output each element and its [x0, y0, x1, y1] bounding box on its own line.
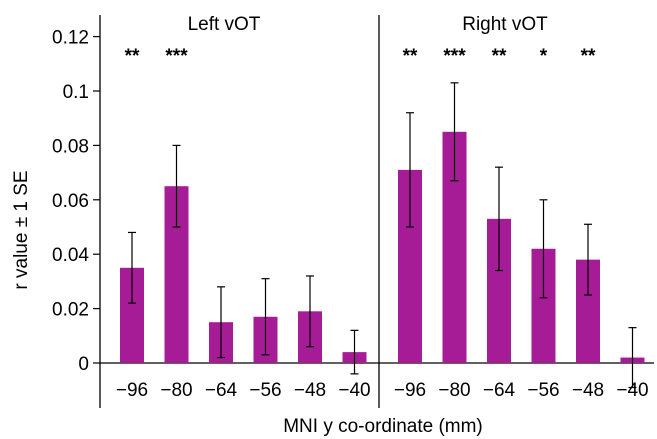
y-tick-label: 0: [78, 354, 89, 375]
significance-label: ***: [165, 46, 188, 67]
x-axis-label: MNI y co-ordinate (mm): [283, 416, 483, 437]
x-tick-label: −96: [394, 380, 426, 401]
panel-right: Right vOT** *** ** * **: [398, 14, 645, 389]
significance-label: *: [540, 46, 548, 67]
x-tick-label: −80: [438, 380, 470, 401]
x-tick-label: −96: [116, 380, 148, 401]
y-tick-label: 0.06: [52, 191, 89, 212]
y-tick-label: 0.12: [52, 28, 89, 49]
y-axis: 0 0.02 0.04 0.06 0.08 0.1 0.12: [52, 15, 101, 408]
x-tick-label: −40: [616, 380, 648, 401]
y-tick-label: 0.08: [52, 136, 89, 157]
x-tick-label: −48: [572, 380, 604, 401]
significance-label: **: [581, 46, 596, 67]
x-tick-label: −56: [249, 380, 281, 401]
y-tick-label: 0.04: [52, 245, 89, 266]
y-tick-label: 0.02: [52, 300, 89, 321]
x-tick-label: −64: [483, 380, 516, 401]
x-tick-label: −56: [527, 380, 559, 401]
panel-title: Left vOT: [188, 14, 261, 35]
x-tick-label: −40: [338, 380, 370, 401]
panel-title: Right vOT: [462, 14, 548, 35]
x-axis-ticks: −96 −80 −64 −56 −48 −40 −96 −80 −64 −56 −48 −40: [116, 380, 649, 401]
panel-left: Left vOT** ***: [120, 14, 367, 375]
significance-label: **: [125, 46, 140, 67]
significance-label: **: [492, 46, 507, 67]
y-tick-label: 0.1: [63, 82, 89, 103]
y-axis-label: r value ± 1 SE: [11, 170, 32, 289]
x-tick-label: −64: [205, 380, 238, 401]
x-tick-label: −80: [160, 380, 192, 401]
significance-label: **: [403, 46, 418, 67]
x-tick-label: −48: [294, 380, 326, 401]
significance-label: ***: [443, 46, 466, 67]
chart-panels: Left vOT** ***Right vOT** *** ** * **: [100, 14, 654, 408]
